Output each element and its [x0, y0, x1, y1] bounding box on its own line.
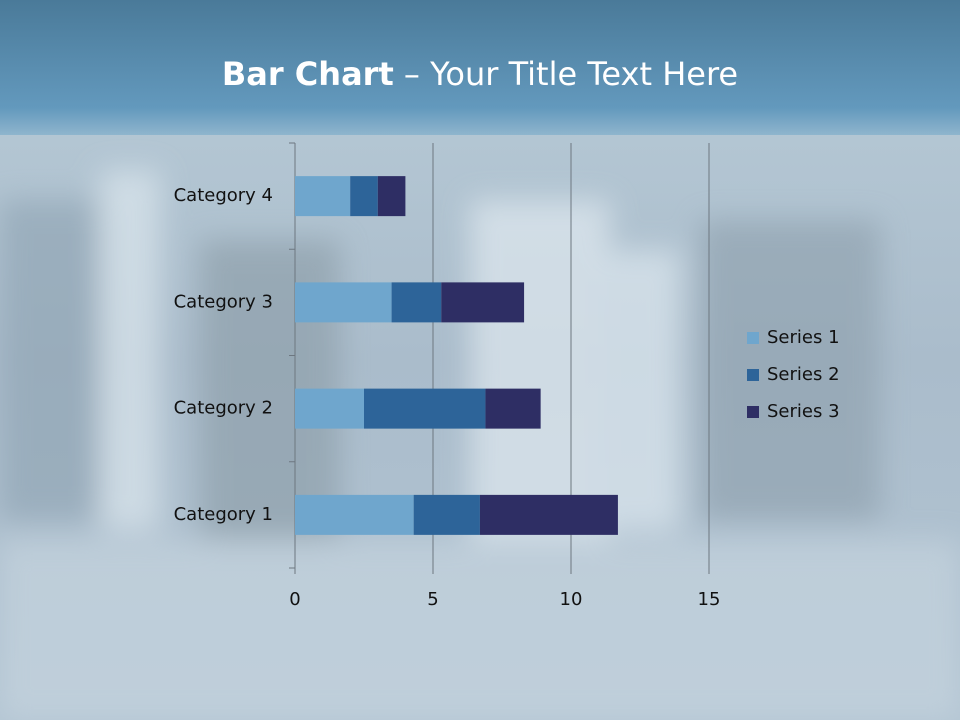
- bar-segment: [377, 176, 406, 217]
- legend-swatch: [747, 369, 759, 381]
- bar-segment: [364, 388, 486, 429]
- bar-segment: [295, 176, 351, 217]
- bar-segment: [485, 388, 541, 429]
- bar-segment: [479, 494, 618, 535]
- title-bold: Bar Chart: [222, 55, 394, 93]
- plot-area: 0 5 10 15 Category 1 Category 2 Category 3 Cate…: [174, 142, 840, 610]
- bar-segment: [295, 494, 414, 535]
- x-tick-label: 15: [698, 589, 721, 610]
- legend-label: Series 3: [767, 401, 840, 422]
- legend-label: Series 2: [767, 364, 840, 385]
- y-tick-label: Category 1: [174, 504, 273, 525]
- slide-title: Bar Chart – Your Title Text Here: [222, 55, 738, 93]
- title-bar: [0, 0, 960, 135]
- bar-segment: [441, 282, 525, 323]
- bar-segment: [295, 388, 364, 429]
- x-tick-label: 0: [289, 589, 300, 610]
- bar-segment: [391, 282, 442, 323]
- legend-label: Series 1: [767, 327, 840, 348]
- background-image: [0, 170, 960, 720]
- y-tick-label: Category 4: [174, 185, 273, 206]
- legend-swatch: [747, 406, 759, 418]
- title-rest: – Your Title Text Here: [404, 55, 738, 93]
- bar-segment: [295, 282, 392, 323]
- x-tick-label: 5: [427, 589, 438, 610]
- bar-segment: [350, 176, 378, 217]
- bar-segment: [413, 494, 480, 535]
- x-tick-label: 10: [560, 589, 583, 610]
- y-tick-label: Category 3: [174, 291, 273, 312]
- legend-swatch: [747, 332, 759, 344]
- y-tick-label: Category 2: [174, 398, 273, 419]
